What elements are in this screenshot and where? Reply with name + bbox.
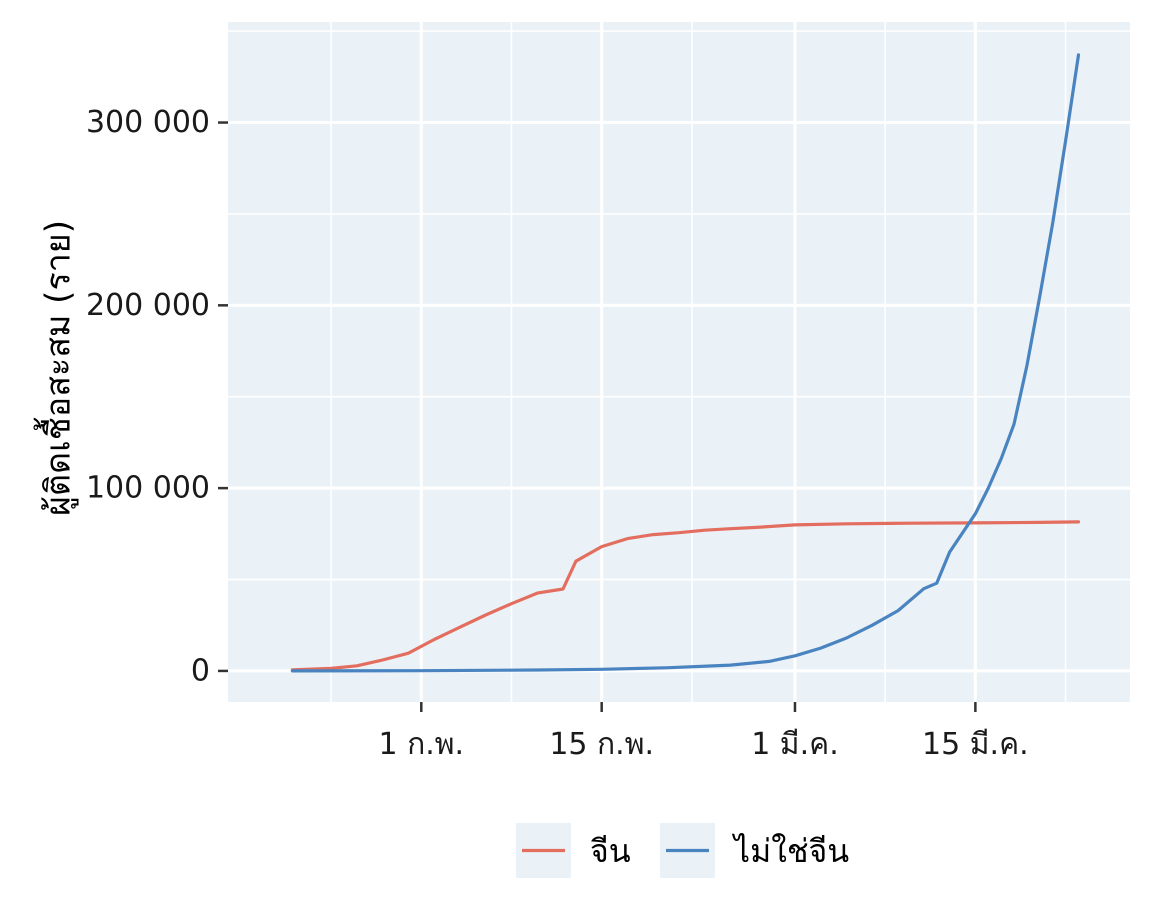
y-axis: 0 100 000 200 000 300 000 bbox=[86, 105, 228, 688]
x-axis: 1 ก.พ. 15 ก.พ. 1 มี.ค. 15 มี.ค. bbox=[378, 702, 1029, 762]
series-line-2 bbox=[290, 53, 1081, 673]
y-axis-title: ผู้ติดเชื้อสะสม (ราย) bbox=[34, 220, 79, 516]
plot-panel bbox=[228, 22, 1130, 702]
legend-label: ไม่ใช่จีน bbox=[731, 832, 849, 870]
x-tick-label: 15 มี.ค. bbox=[922, 727, 1029, 762]
y-tick-label: 100 000 bbox=[86, 471, 210, 506]
y-tick-label: 200 000 bbox=[86, 288, 210, 323]
series-line-1 bbox=[290, 520, 1081, 672]
y-tick-label: 0 bbox=[191, 653, 210, 688]
major-gridlines bbox=[228, 22, 1130, 702]
x-tick-label: 15 ก.พ. bbox=[549, 727, 654, 762]
legend-label: จีน bbox=[590, 832, 631, 870]
x-tick-label: 1 ก.พ. bbox=[378, 727, 464, 762]
series-lines bbox=[290, 53, 1081, 673]
x-tick-label: 1 มี.ค. bbox=[751, 727, 839, 762]
legend: จีน ไม่ใช่จีน bbox=[516, 823, 849, 878]
y-tick-label: 300 000 bbox=[86, 105, 210, 140]
